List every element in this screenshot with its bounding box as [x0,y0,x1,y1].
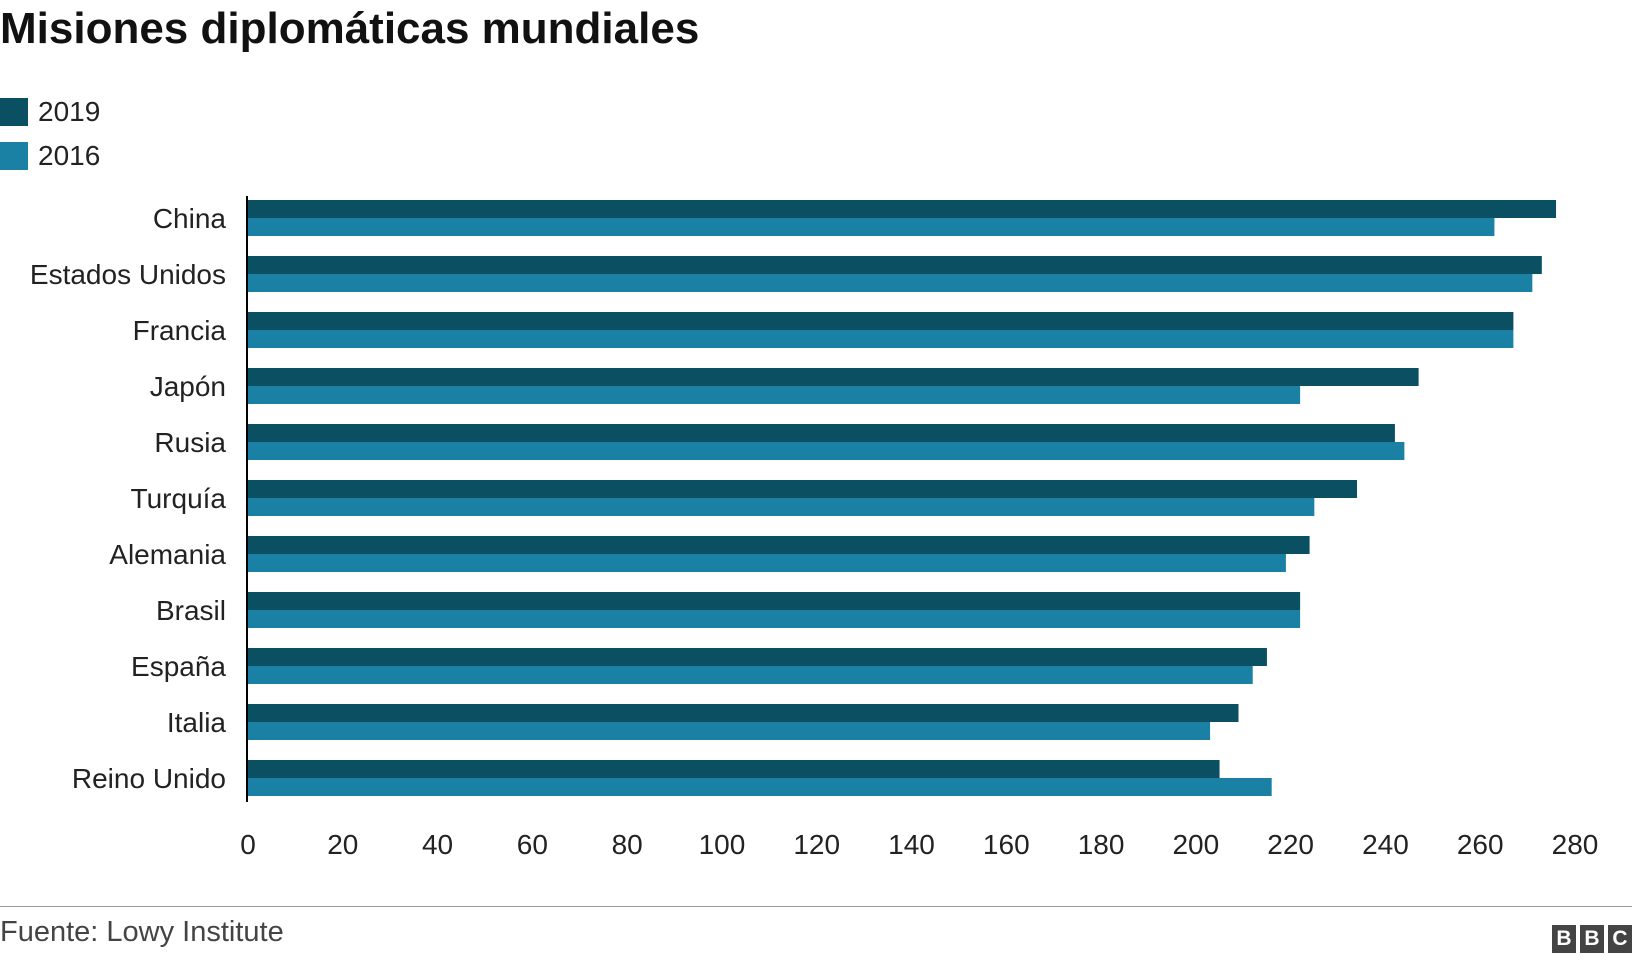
bar-2019 [248,648,1267,666]
category-label: Japón [150,371,226,402]
legend: 2019 2016 [0,90,100,178]
bar-2016 [248,274,1533,292]
legend-swatch-2019 [0,98,28,126]
category-label: Turquía [131,483,227,514]
bbc-logo-letter: B [1580,925,1604,953]
bar-2019 [248,200,1557,218]
bar-2019 [248,592,1301,610]
bar-2019 [248,480,1357,498]
bar-2019 [248,704,1239,722]
bar-2016 [248,330,1514,348]
x-tick-label: 180 [1078,829,1125,860]
bar-2019 [248,256,1542,274]
category-label: Rusia [154,427,226,458]
chart-title: Misiones diplomáticas mundiales [0,4,700,53]
bar-2019 [248,760,1220,778]
category-label: Francia [133,315,227,346]
x-tick-label: 40 [422,829,453,860]
x-tick-label: 20 [327,829,358,860]
x-tick-label: 220 [1267,829,1314,860]
x-tick-label: 240 [1362,829,1409,860]
bar-2019 [248,536,1310,554]
legend-item-2019: 2019 [0,90,100,134]
category-label: China [153,203,227,234]
bar-2016 [248,666,1253,684]
category-label: Italia [167,707,227,738]
bar-2019 [248,424,1395,442]
x-tick-label: 60 [517,829,548,860]
bar-chart: China Estados Unidos Francia Japón Rusia Turq… [30,196,1599,860]
x-tick-label: 260 [1457,829,1504,860]
x-tick-label: 100 [699,829,746,860]
bar-2019 [248,368,1419,386]
legend-item-2016: 2016 [0,134,100,178]
x-tick-label: 120 [793,829,840,860]
category-label: España [131,651,226,682]
x-tick-label: 0 [240,829,256,860]
bbc-logo: B B C [1548,925,1632,953]
x-tick-label: 280 [1552,829,1599,860]
bar-2016 [248,610,1301,628]
bar-2016 [248,722,1211,740]
category-label: Reino Unido [72,763,226,794]
category-label: Estados Unidos [30,259,226,290]
bar-2016 [248,554,1286,572]
x-tick-label: 200 [1172,829,1219,860]
bar-2016 [248,218,1495,236]
bar-2016 [248,778,1272,796]
bar-2016 [248,498,1315,516]
footer-divider [0,906,1632,907]
legend-swatch-2016 [0,142,28,170]
bbc-logo-letter: C [1608,925,1632,953]
category-label: Alemania [109,539,226,570]
x-tick-label: 160 [983,829,1030,860]
x-tick-label: 140 [888,829,935,860]
bar-2019 [248,312,1514,330]
bar-2016 [248,386,1301,404]
bar-2016 [248,442,1405,460]
legend-label-2019: 2019 [38,96,101,127]
x-tick-label: 80 [612,829,643,860]
legend-label-2016: 2016 [38,140,101,171]
bbc-logo-letter: B [1552,925,1576,953]
category-label: Brasil [156,595,226,626]
source-note: Fuente: Lowy Institute [0,916,284,948]
